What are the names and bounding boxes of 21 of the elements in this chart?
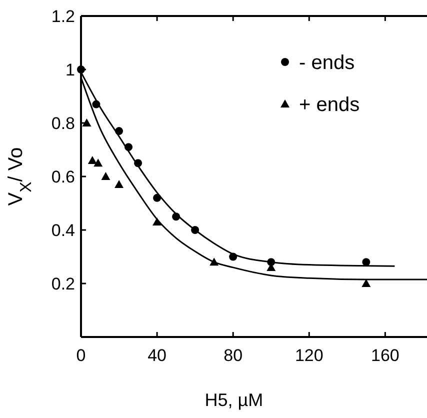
y-tick-label: 0.8: [51, 114, 75, 133]
x-tick-label: 80: [224, 346, 243, 365]
x-tick-label: 40: [148, 346, 167, 365]
legend-label: - ends: [299, 52, 355, 74]
point: [114, 180, 124, 188]
point: [362, 258, 370, 266]
point: [94, 158, 103, 167]
y-tick-label: 0.2: [51, 274, 75, 294]
point: [362, 279, 371, 287]
x-tick-label: 0: [76, 346, 86, 365]
point: [88, 156, 97, 164]
y-tick-label: 0.4: [51, 220, 75, 240]
legend-label: + ends: [299, 94, 360, 116]
y-tick-label: 1.2: [51, 6, 75, 26]
x-tick-label: 120: [294, 346, 324, 365]
point: [82, 118, 92, 126]
x-tick-label: 160: [370, 346, 400, 365]
point: [101, 172, 110, 180]
y-tick-label: 0.6: [51, 167, 75, 186]
y-tick-label: 1: [66, 60, 75, 80]
x-axis-title: H5, µM: [204, 390, 264, 410]
